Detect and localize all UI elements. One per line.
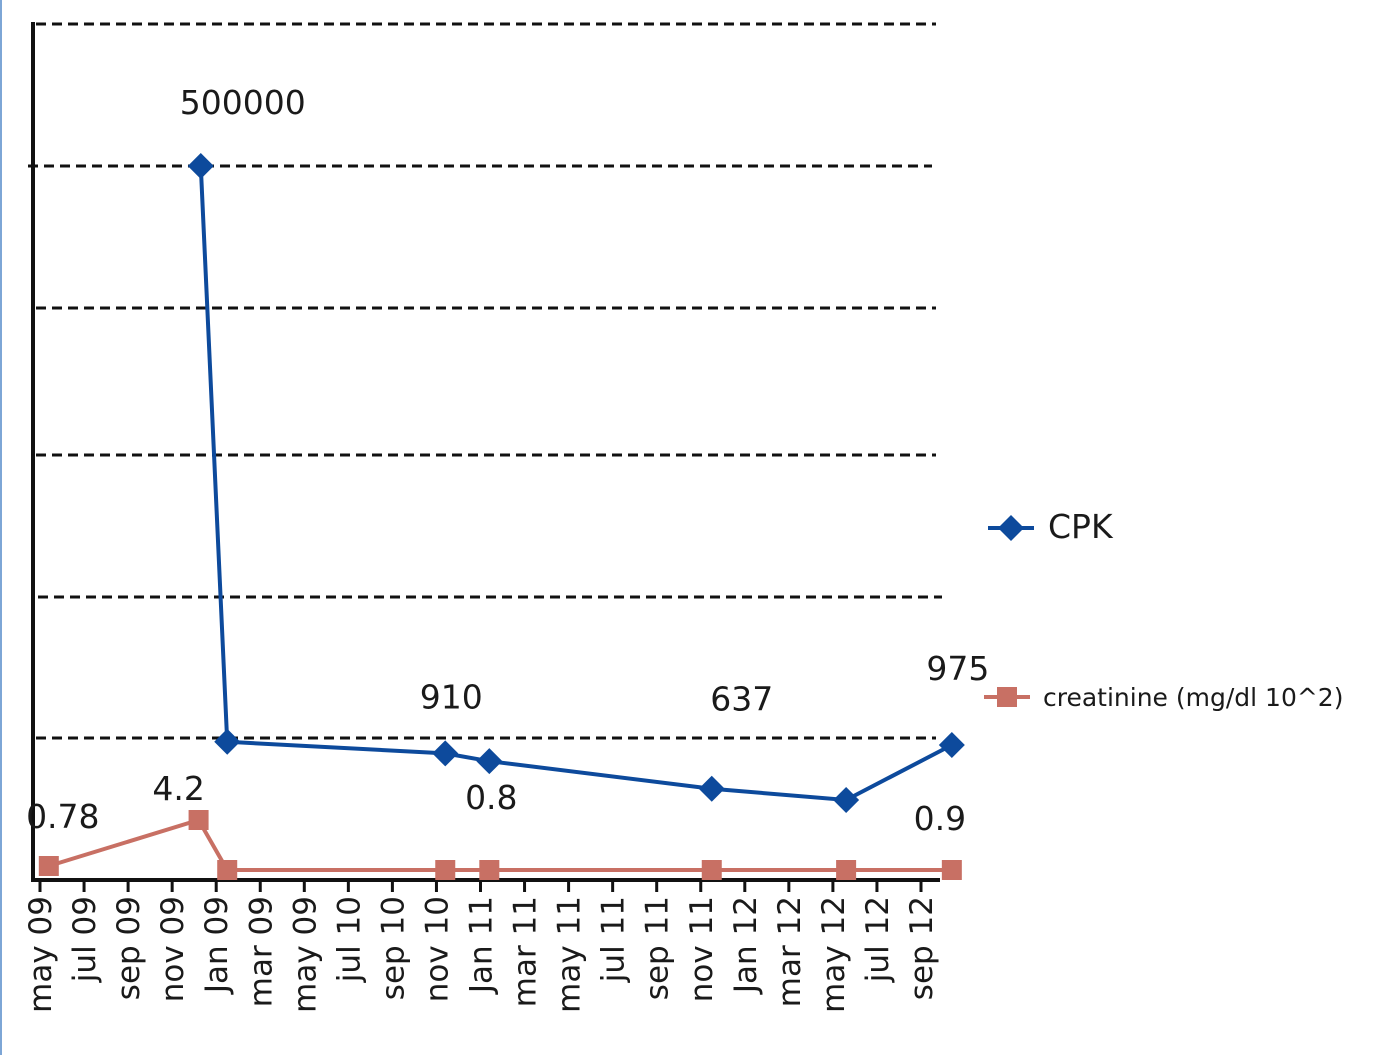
creatinine-point-8 [941, 860, 962, 880]
cpk-data-label-3: 910 [420, 677, 483, 716]
x-tick-label-12: mar 11 [508, 896, 544, 1007]
cpk-point-4 [476, 748, 503, 775]
x-tick-label-6: mar 09 [243, 896, 279, 1007]
cpk-point-7 [938, 732, 965, 758]
x-tick-label-21: sep 12 [904, 896, 940, 1000]
creatinine-point-1 [38, 856, 59, 876]
legend-creatinine-marker [997, 687, 1017, 707]
cpk-point-2 [214, 728, 241, 755]
x-tick-label-20: jul 12 [860, 896, 896, 983]
legend-cpk-label: CPK [1048, 507, 1114, 546]
x-tick-label-9: sep 10 [375, 896, 411, 1000]
creatinine-data-label-2: 4.2 [152, 769, 204, 808]
creatinine-point-5 [479, 860, 500, 880]
x-tick-label-4: nov 09 [155, 896, 191, 1002]
x-tick-label-1: may 09 [23, 896, 59, 1013]
creatinine-point-6 [701, 860, 722, 880]
series-line-creatinine [48, 817, 952, 872]
cpk-data-label-4: 0.8 [465, 778, 517, 817]
creatinine-point-3 [217, 860, 238, 880]
creatinine-point-4 [435, 860, 456, 880]
cpk-data-label-1: 500000 [180, 83, 306, 122]
cpk-point-6 [833, 787, 860, 813]
cpk-data-label-7: 975 [926, 649, 989, 688]
creatinine-point-2 [188, 810, 209, 830]
creatinine-data-label-8: 0.9 [914, 799, 966, 838]
series-line-cpk [198, 165, 953, 803]
x-tick-label-2: jul 09 [67, 896, 103, 983]
x-tick-label-16: nov 11 [684, 896, 720, 1002]
legend-creatinine-label: creatinine (mg/dl 10^2) [1043, 683, 1343, 712]
x-tick-label-18: mar 12 [772, 896, 808, 1007]
x-tick-label-8: jul 10 [331, 896, 367, 983]
creatinine-point-7 [836, 860, 857, 880]
x-tick-label-13: may 11 [552, 896, 588, 1013]
cpk-point-1 [187, 153, 214, 179]
x-tick-label-10: nov 10 [419, 896, 455, 1002]
x-tick-label-5: Jan 09 [199, 896, 235, 995]
x-tick-label-17: Jan 12 [728, 896, 764, 995]
cpk-data-label-5: 637 [710, 680, 773, 719]
x-tick-label-15: sep 11 [640, 896, 676, 1000]
cpk-point-3 [432, 740, 459, 767]
frame-border [0, 0, 2, 1055]
cpk-point-5 [698, 775, 725, 802]
x-tick-label-19: may 12 [816, 896, 852, 1013]
x-tick-label-11: Jan 11 [464, 896, 500, 995]
creatinine-data-label-1: 0.78 [26, 797, 99, 836]
x-tick-label-3: sep 09 [111, 896, 147, 1000]
legend-cpk-marker [998, 515, 1024, 541]
x-tick-label-7: may 09 [287, 896, 323, 1013]
x-tick-label-14: jul 11 [596, 896, 632, 983]
